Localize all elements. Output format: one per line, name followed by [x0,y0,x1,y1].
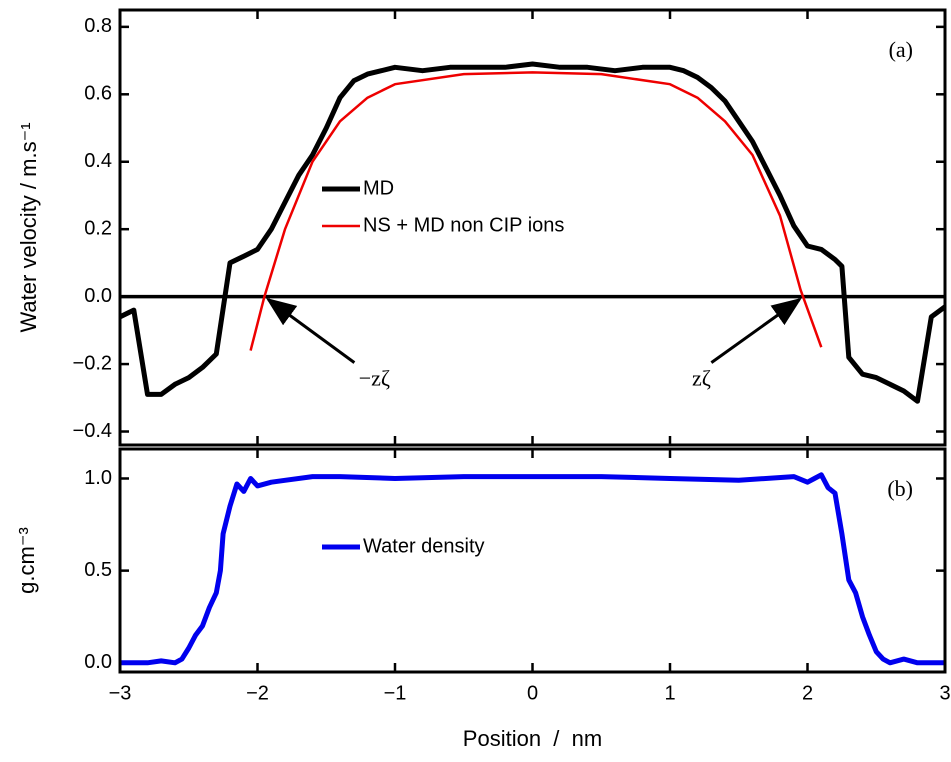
data-line [120,472,945,666]
plot-frame [118,447,947,674]
x-tick-label: −1 [384,682,407,704]
annotation: −zζ [359,366,390,391]
legend-label: MD [363,177,394,199]
legend-label: NS + MD non CIP ions [363,214,564,236]
y-tick-label: 0.6 [84,83,112,105]
y-tick-label: −0.2 [73,352,112,374]
annotation-arrow [265,297,356,364]
annotation: zζ [692,366,711,391]
data-line [249,71,823,351]
data-line [118,61,947,404]
y-tick-label: 0.5 [84,559,112,581]
plot-frame [118,8,947,447]
x-tick-label: 1 [664,682,675,704]
y-tick-label: 0.4 [84,150,112,172]
x-tick-label: 2 [802,682,813,704]
panel-label: (a) [889,37,913,62]
legend-label: Water density [363,535,485,557]
y-tick-label: 0.8 [84,15,112,37]
y-tick-label: 0.0 [84,285,112,307]
x-tick-label: −2 [246,682,269,704]
x-tick-label: 0 [527,682,538,704]
y-axis-label: Water velocity / m.s⁻¹ [16,122,41,332]
annotation-arrow [710,297,802,364]
y-tick-label: −0.4 [73,420,112,442]
y-tick-label: 0.2 [84,217,112,239]
x-tick-label: −3 [109,682,132,704]
panel-label: (b) [887,476,913,501]
x-tick-label: 3 [939,682,950,704]
y-axis-label: g.cm⁻³ [14,527,39,594]
x-axis-label: Position / nm [463,726,602,751]
y-tick-label: 1.0 [84,467,112,489]
y-tick-label: 0.0 [84,651,112,673]
